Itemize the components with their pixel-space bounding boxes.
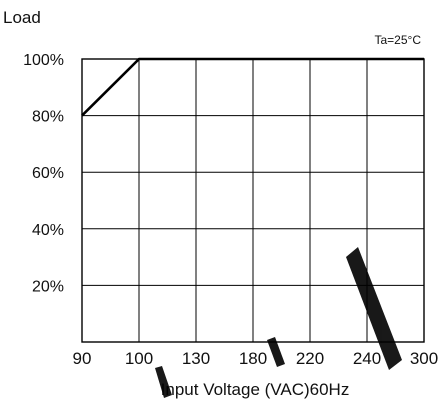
series-group [81, 57, 424, 117]
y-tick-labels: 20% 40% 60% 80% 100% [23, 52, 64, 295]
x-tick-label: 130 [182, 349, 210, 368]
x-tick-labels: 90 100 130 180 220 240 300 [73, 349, 439, 368]
x-tick-label: 240 [353, 349, 381, 368]
y-tick-label: 100% [23, 52, 64, 69]
y-tick-label: 80% [32, 109, 64, 126]
series-line [81, 57, 424, 117]
x-tick-label: 90 [73, 349, 92, 368]
x-tick-label: 220 [296, 349, 324, 368]
y-tick-label: 20% [32, 278, 64, 295]
y-tick-label: 60% [32, 165, 64, 182]
x-tick-label: 300 [410, 349, 438, 368]
x-tick-label: 100 [125, 349, 153, 368]
y-axis-label: Load [3, 8, 41, 27]
x-axis-label: Input Voltage (VAC)60Hz [161, 380, 350, 399]
temperature-annotation: Ta=25°C [375, 33, 422, 47]
watermark-logo [155, 247, 402, 398]
y-tick-label: 40% [32, 222, 64, 239]
x-tick-label: 180 [239, 349, 267, 368]
